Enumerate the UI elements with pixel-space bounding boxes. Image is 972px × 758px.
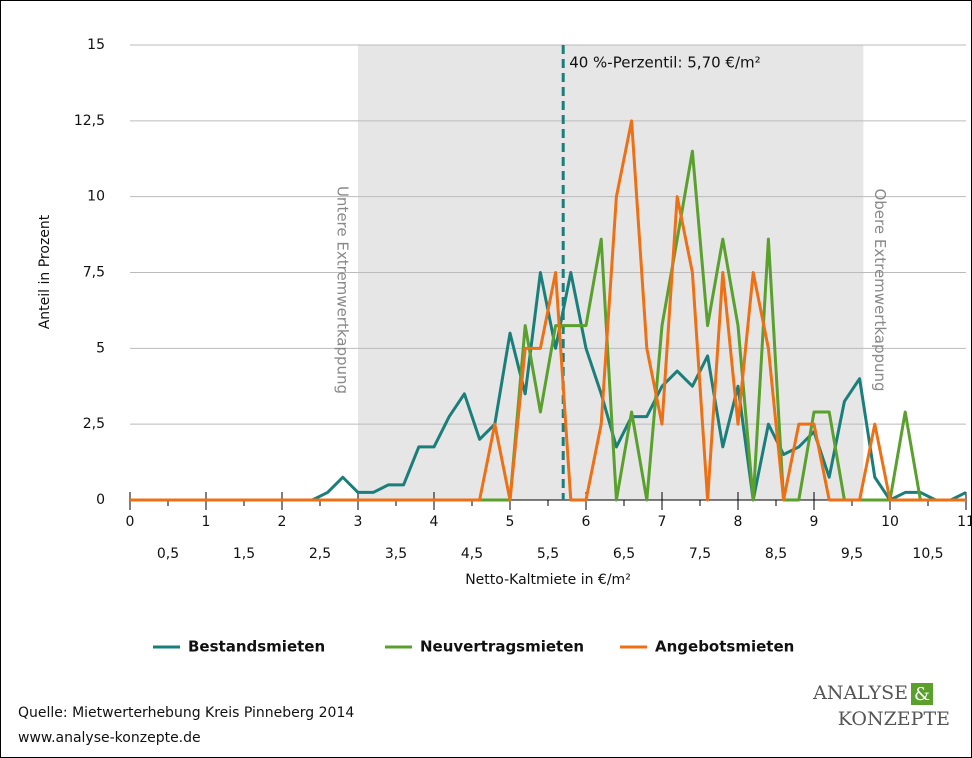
- logo-ampersand: &: [914, 684, 930, 705]
- series-line: [130, 119, 966, 502]
- url: www.analyse-konzepte.de: [18, 730, 201, 746]
- x-tick-label: 2: [278, 514, 287, 530]
- x-tick-label: 10,5: [912, 546, 943, 562]
- x-tick-label: 3,5: [385, 546, 407, 562]
- x-tick-label: 7,5: [689, 546, 711, 562]
- x-tick-label: 5: [506, 514, 515, 530]
- x-tick-label: 9,5: [841, 546, 863, 562]
- x-tick-label: 5,5: [537, 546, 559, 562]
- x-tick-label: 0,5: [157, 546, 179, 562]
- x-tick-label: 0: [126, 514, 135, 530]
- x-tick-label: 7: [658, 514, 667, 530]
- x-tick-label: 9: [810, 514, 819, 530]
- shade-label: Untere Extremwertkappung: [334, 186, 352, 394]
- logo-box: [911, 683, 933, 705]
- logo-line2: KONZEPTE: [838, 708, 950, 730]
- x-tick-label: 4,5: [461, 546, 483, 562]
- y-axis-label: Anteil in Prozent: [37, 214, 53, 329]
- x-tick-label: 6,5: [613, 546, 635, 562]
- y-tick-label: 2,5: [83, 416, 105, 432]
- y-tick-label: 0: [96, 492, 105, 508]
- logo-line1: ANALYSE: [812, 682, 908, 704]
- y-tick-label: 15: [87, 37, 105, 53]
- x-tick-label: 1: [202, 514, 211, 530]
- y-tick-label: 7,5: [83, 265, 105, 281]
- source: Quelle: Mietwerterhebung Kreis Pinneberg…: [18, 705, 354, 721]
- y-tick-label: 5: [96, 340, 105, 356]
- x-tick-label: 8: [734, 514, 743, 530]
- x-tick-label: 6: [582, 514, 591, 530]
- x-tick-label: 4: [430, 514, 439, 530]
- legend-label: Angebotsmieten: [655, 638, 794, 656]
- x-axis-label: Netto-Kaltmiete in €/m²: [465, 572, 631, 588]
- x-tick-label: 1,5: [233, 546, 255, 562]
- legend-label: Bestandsmieten: [188, 638, 325, 656]
- x-tick-label: 11: [957, 514, 972, 530]
- x-tick-label: 2,5: [309, 546, 331, 562]
- x-tick-label: 8,5: [765, 546, 787, 562]
- reference-label: 40 %-Perzentil: 5,70 €/m²: [569, 54, 760, 72]
- legend-label: Neuvertragsmieten: [420, 638, 584, 656]
- shade-label: Obere Extremwertkappung: [871, 188, 889, 391]
- y-tick-label: 10: [87, 189, 105, 205]
- x-tick-label: 3: [354, 514, 363, 530]
- x-tick-label: 10: [881, 514, 899, 530]
- y-tick-label: 12,5: [74, 113, 105, 129]
